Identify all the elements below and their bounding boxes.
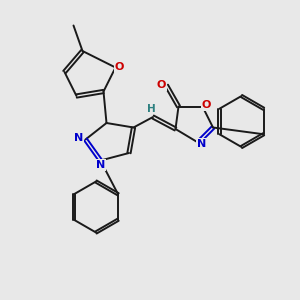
Text: N: N — [74, 133, 83, 143]
Text: N: N — [197, 139, 206, 149]
Text: O: O — [114, 62, 124, 72]
Text: N: N — [96, 160, 105, 170]
Text: O: O — [156, 80, 166, 90]
Text: H: H — [147, 103, 156, 114]
Text: O: O — [201, 100, 211, 110]
